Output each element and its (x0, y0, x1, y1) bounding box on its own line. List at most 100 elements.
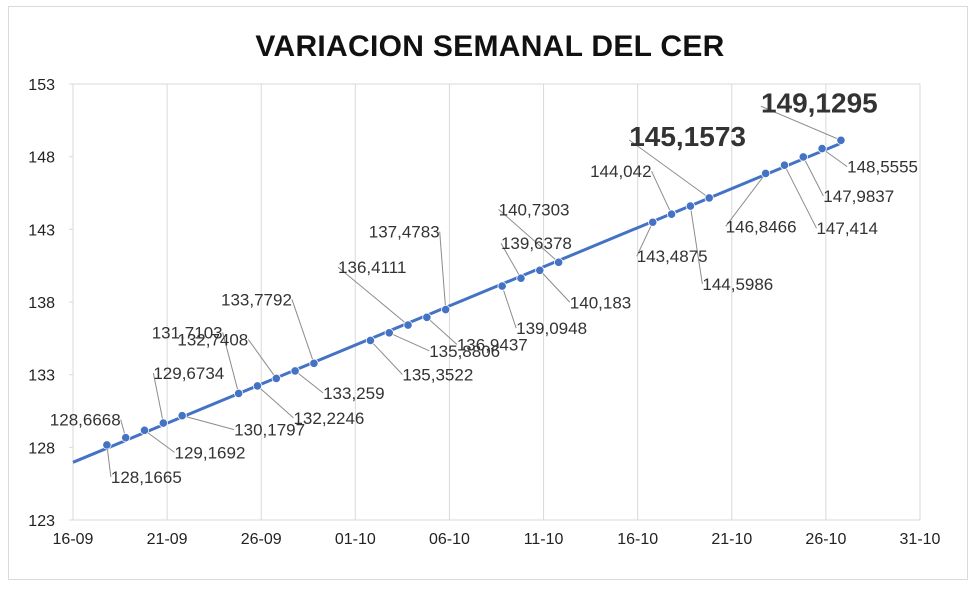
data-point (836, 135, 846, 145)
data-label: 140,7303 (499, 200, 570, 219)
data-label: 130,1797 (234, 421, 305, 440)
x-tick-label: 01-10 (335, 531, 376, 548)
data-point (441, 304, 451, 315)
data-point (497, 281, 507, 291)
x-tick-label: 26-09 (241, 531, 282, 548)
data-point (403, 320, 413, 330)
data-label: 129,1692 (175, 443, 246, 462)
data-label: 133,7792 (221, 290, 292, 309)
data-label: 149,1295 (761, 87, 878, 118)
leader-line (539, 269, 571, 303)
data-label: 129,6734 (153, 364, 224, 383)
y-tick-label: 128 (28, 440, 55, 457)
data-point (648, 217, 658, 227)
data-label: 144,5986 (702, 275, 773, 294)
leader-line (247, 339, 277, 379)
data-label: 136,9437 (457, 335, 528, 354)
data-point (384, 328, 394, 338)
data-point (779, 160, 790, 170)
leader-line (337, 266, 409, 326)
leader-line (426, 316, 458, 345)
data-point (535, 265, 545, 275)
leader-line (651, 170, 673, 215)
data-label: 137,4783 (369, 223, 440, 242)
trendline (72, 141, 842, 464)
leader-line (144, 429, 175, 453)
x-tick-label: 21-10 (711, 531, 752, 548)
data-point (252, 381, 263, 391)
leader-line (628, 139, 710, 199)
data-label: 132,2246 (293, 409, 364, 428)
leader-line (257, 385, 294, 419)
x-tick-label: 16-10 (617, 531, 658, 548)
data-label: 139,6378 (501, 234, 572, 253)
x-tick-label: 11-10 (524, 531, 564, 548)
leader-line (222, 332, 240, 394)
x-tick-label: 31-10 (900, 531, 941, 548)
data-point (365, 335, 375, 346)
leader-line (294, 370, 324, 394)
data-point (554, 257, 564, 267)
data-label: 145,1573 (629, 121, 746, 152)
data-point (422, 312, 432, 322)
data-point (666, 209, 677, 219)
leader-line (498, 208, 559, 263)
data-label: 140,183 (570, 293, 631, 312)
leader-line (636, 222, 654, 257)
data-label: 132,7408 (177, 330, 248, 349)
data-point (271, 373, 281, 384)
data-point (704, 193, 714, 203)
leader-line (106, 444, 112, 477)
data-label: 136,4111 (338, 258, 406, 277)
leader-line (760, 105, 842, 141)
data-point (761, 168, 771, 179)
data-label: 147,414 (816, 219, 877, 238)
data-point (102, 440, 112, 450)
leader-line (802, 156, 824, 197)
data-label: 128,6668 (50, 411, 121, 430)
data-label: 147,9837 (823, 187, 894, 206)
y-tick-label: 148 (28, 150, 55, 167)
leader-line (152, 372, 164, 424)
data-point (309, 358, 319, 368)
x-tick-label: 21-09 (147, 531, 188, 548)
x-tick-label: 06-10 (429, 531, 470, 548)
data-point (139, 425, 150, 435)
leader-line (439, 231, 447, 310)
leader-line (182, 415, 235, 431)
data-label: 144,042 (590, 162, 651, 181)
data-label: 135,3522 (402, 365, 473, 384)
y-tick-label: 138 (28, 295, 55, 312)
leader-line (291, 299, 315, 364)
data-label: 131,7103 (152, 323, 223, 342)
data-point (121, 433, 131, 443)
leader-line (689, 206, 703, 285)
data-point (234, 388, 244, 399)
leader-line (500, 242, 522, 279)
y-tick-label: 133 (28, 368, 55, 385)
data-label: 133,259 (323, 384, 384, 403)
leader-line (501, 285, 517, 329)
data-label: 139,0948 (516, 319, 587, 338)
leader-line (821, 148, 848, 167)
data-point (516, 273, 526, 283)
chart-title: VARIACION SEMANAL DEL CER (255, 30, 725, 63)
data-label: 128,1665 (111, 468, 182, 487)
x-tick-label: 26-10 (805, 531, 846, 548)
leader-line (389, 332, 430, 352)
chart-frame (8, 6, 968, 580)
y-tick-label: 153 (28, 77, 55, 94)
y-tick-label: 143 (28, 222, 55, 239)
data-label: 143,4875 (637, 247, 708, 266)
data-label: 148,5555 (847, 158, 918, 177)
data-point (158, 418, 168, 428)
x-tick-label: 16-09 (53, 531, 94, 548)
data-point (798, 152, 808, 162)
leader-line (725, 173, 767, 227)
data-point (817, 143, 827, 154)
data-label: 135,8806 (429, 342, 500, 361)
leader-line (370, 340, 403, 375)
data-point (685, 201, 695, 211)
data-point (177, 411, 187, 421)
